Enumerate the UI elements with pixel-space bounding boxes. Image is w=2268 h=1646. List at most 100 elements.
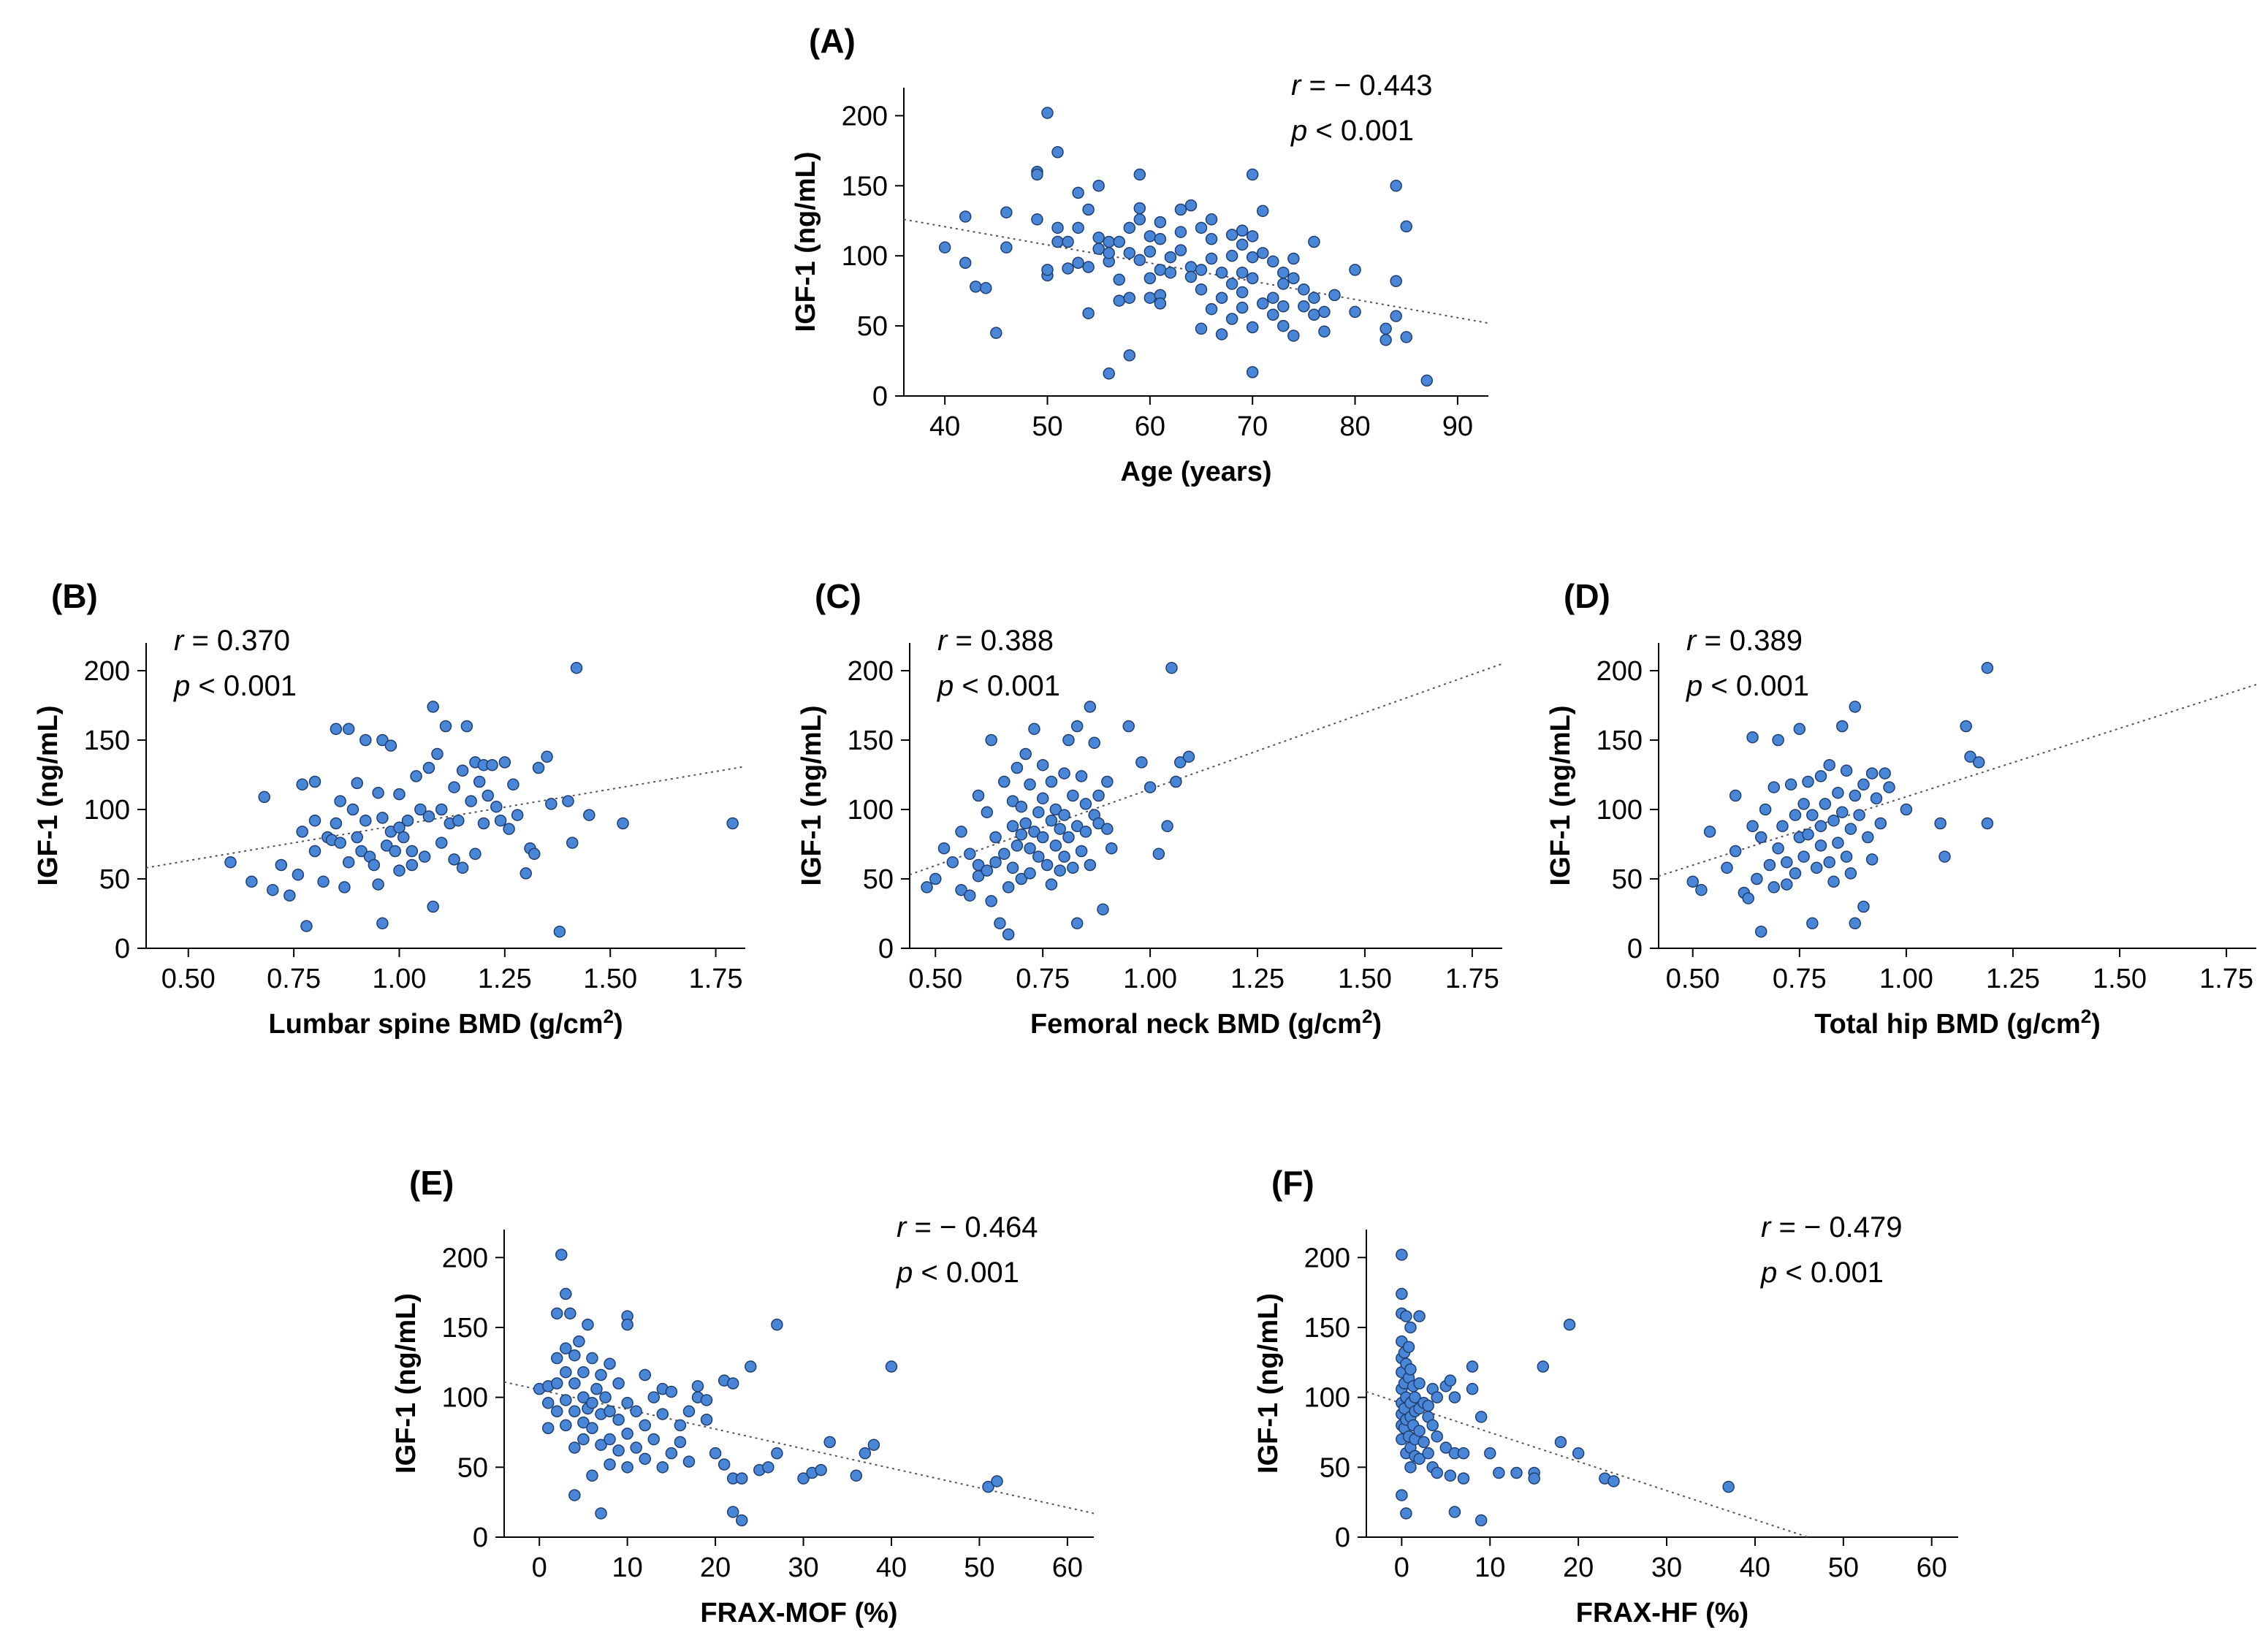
data-point bbox=[1133, 213, 1146, 226]
data-point bbox=[1402, 1341, 1415, 1353]
x-tick-label: 0.50 bbox=[161, 964, 216, 994]
data-point bbox=[1079, 798, 1092, 810]
x-tick-label: 1.75 bbox=[2199, 964, 2253, 994]
data-point bbox=[586, 1352, 598, 1365]
data-point bbox=[1448, 1391, 1461, 1403]
p-annotation: p < 0.001 bbox=[173, 670, 297, 702]
r-annotation: r = − 0.464 bbox=[897, 1211, 1038, 1243]
data-point bbox=[334, 837, 346, 849]
data-point bbox=[1390, 275, 1402, 287]
y-tick-label: 100 bbox=[1304, 1383, 1350, 1414]
data-point bbox=[1695, 883, 1708, 896]
data-point bbox=[612, 1377, 625, 1390]
data-point bbox=[621, 1397, 633, 1409]
data-point bbox=[1041, 264, 1054, 276]
x-axis-title-tail: ) bbox=[2091, 1009, 2101, 1040]
data-point bbox=[1101, 823, 1114, 835]
data-point bbox=[1123, 247, 1136, 259]
data-point bbox=[1002, 881, 1015, 894]
r-value: = − 0.464 bbox=[906, 1211, 1038, 1243]
data-point bbox=[1267, 292, 1279, 304]
data-point bbox=[393, 864, 406, 877]
data-point bbox=[1105, 842, 1118, 855]
x-tick-label: 40 bbox=[1740, 1552, 1770, 1583]
data-point bbox=[1246, 251, 1259, 264]
data-point bbox=[1184, 199, 1198, 212]
data-point bbox=[1143, 245, 1157, 258]
data-point bbox=[1746, 731, 1759, 744]
r-symbol: r bbox=[937, 625, 948, 657]
data-point bbox=[1236, 286, 1249, 299]
y-tick-label: 150 bbox=[1597, 725, 1643, 756]
data-point bbox=[1789, 867, 1802, 880]
data-point bbox=[1173, 756, 1187, 769]
data-point bbox=[1981, 661, 1994, 674]
data-point bbox=[964, 889, 976, 902]
data-point bbox=[1036, 758, 1049, 771]
data-point bbox=[1092, 817, 1105, 830]
data-point bbox=[682, 1455, 696, 1468]
data-point bbox=[1113, 235, 1125, 248]
data-point bbox=[682, 1405, 696, 1418]
data-point bbox=[384, 739, 397, 752]
p-symbol: p bbox=[1686, 670, 1702, 702]
x-tick-label: 0 bbox=[532, 1552, 547, 1583]
data-point bbox=[1400, 331, 1412, 343]
data-point bbox=[1143, 272, 1157, 285]
data-point bbox=[1170, 775, 1182, 788]
data-point bbox=[414, 803, 427, 816]
data-point bbox=[604, 1405, 616, 1418]
data-point bbox=[1045, 814, 1058, 827]
data-point bbox=[300, 920, 313, 932]
data-point bbox=[1466, 1382, 1479, 1395]
data-point bbox=[372, 878, 384, 891]
data-point bbox=[1789, 809, 1802, 821]
data-point bbox=[1797, 850, 1810, 863]
data-point bbox=[656, 1408, 669, 1420]
data-point bbox=[490, 800, 503, 813]
x-axis-title: FRAX-MOF (%) bbox=[700, 1598, 897, 1628]
data-point bbox=[1960, 720, 1972, 733]
data-point bbox=[498, 756, 511, 769]
x-axis-title-text: Lumbar spine BMD (g/cm bbox=[268, 1009, 603, 1040]
data-point bbox=[1143, 230, 1157, 243]
data-point bbox=[985, 734, 997, 747]
y-tick-label: 200 bbox=[848, 656, 894, 687]
data-point bbox=[1011, 761, 1024, 774]
y-tick-label: 50 bbox=[457, 1452, 488, 1483]
data-point bbox=[1256, 205, 1269, 218]
r-value: = 0.370 bbox=[183, 625, 290, 657]
data-point bbox=[568, 1489, 581, 1501]
data-point bbox=[1051, 235, 1064, 248]
data-point bbox=[1776, 820, 1789, 833]
data-point bbox=[507, 778, 520, 791]
panel-a: (A) 0 50 100 150 200 40 50 60 70 80 90 Age (years) IG… bbox=[791, 22, 1489, 487]
data-point bbox=[586, 1397, 598, 1409]
data-point bbox=[1444, 1469, 1457, 1482]
data-point bbox=[982, 1480, 994, 1493]
panel-c: (C) 0 50 100 150 200 0.50 0.75 1.00 1.25 1.50 1.75 F… bbox=[796, 577, 1503, 1040]
y-tick-label: 200 bbox=[1304, 1243, 1350, 1273]
trend-line bbox=[503, 1381, 1095, 1514]
p-symbol: p bbox=[1290, 115, 1307, 147]
x-tick-label: 60 bbox=[1135, 411, 1165, 442]
data-point bbox=[647, 1433, 661, 1446]
data-point bbox=[1092, 243, 1105, 255]
data-point bbox=[1256, 297, 1269, 310]
data-point bbox=[1024, 778, 1036, 791]
y-tick-label: 200 bbox=[84, 656, 130, 687]
data-point bbox=[532, 761, 545, 774]
data-point bbox=[1062, 235, 1074, 248]
p-value: < 0.001 bbox=[1307, 115, 1414, 147]
data-point bbox=[1015, 872, 1028, 885]
data-point bbox=[346, 803, 359, 816]
data-point bbox=[797, 1472, 810, 1485]
y-axis-title: IGF-1 (ng/mL) bbox=[1545, 706, 1576, 886]
data-point bbox=[566, 837, 579, 849]
data-point bbox=[665, 1447, 678, 1460]
data-point bbox=[560, 1394, 572, 1406]
x-axis-title: Age (years) bbox=[1121, 457, 1272, 487]
data-point bbox=[1404, 1363, 1417, 1376]
data-point bbox=[1457, 1447, 1470, 1460]
data-point bbox=[351, 777, 363, 790]
